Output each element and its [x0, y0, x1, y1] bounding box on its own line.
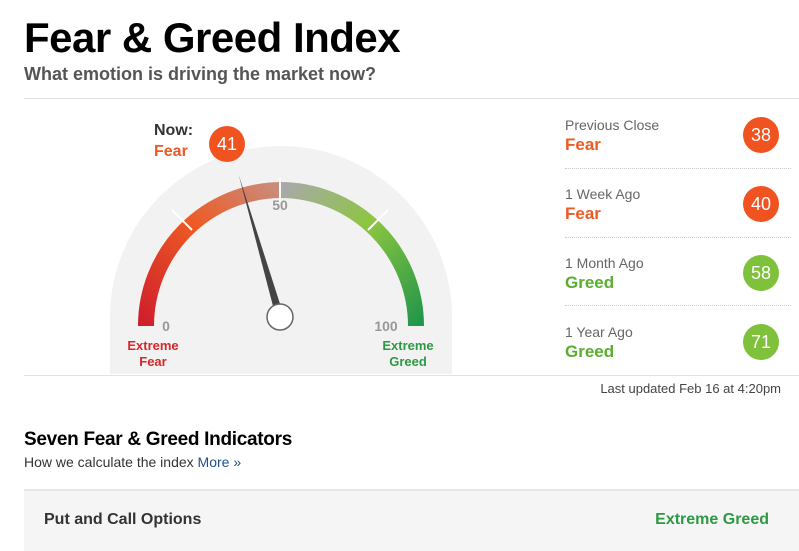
page-title: Fear & Greed Index: [24, 14, 401, 61]
indicator-label: Put and Call Options: [44, 511, 202, 528]
fear-greed-gauge: 0 50 100 Extreme Fear Extreme Greed: [108, 112, 458, 374]
indicator-row-put-call-options[interactable]: Put and Call Options Extreme Greed: [24, 489, 799, 551]
history-label: 1 Week Ago: [565, 186, 641, 202]
history-value-badge: 71: [743, 324, 779, 360]
gauge-arc-fear: [138, 182, 281, 327]
gauge-label-50: 50: [272, 197, 288, 213]
gauge-label-0: 0: [162, 318, 170, 334]
history-value-badge: 58: [743, 255, 779, 291]
gauge-tick-75: [367, 209, 389, 231]
indicators-title: Seven Fear & Greed Indicators: [24, 429, 292, 450]
history-divider: [565, 305, 791, 306]
history-value-badge: 40: [743, 186, 779, 222]
last-updated-text: Last updated Feb 16 at 4:20pm: [600, 381, 781, 396]
gauge-tick-25: [171, 209, 193, 231]
gauge-arc-greed: [279, 182, 424, 327]
history-previous-close: Previous Close Fear 38: [565, 117, 779, 183]
gauge-bottom-divider: [24, 375, 799, 376]
history-rating: Greed: [565, 342, 615, 361]
now-value-badge: 41: [209, 126, 245, 162]
now-label: Now:: [154, 122, 194, 139]
history-rating: Fear: [565, 135, 601, 154]
history-divider: [565, 168, 791, 169]
history-1-year-ago: 1 Year Ago Greed 71: [565, 324, 779, 390]
extreme-fear-caption-2: Fear: [139, 354, 166, 369]
gauge-needle: [238, 174, 284, 319]
history-divider: [565, 237, 791, 238]
history-value-badge: 38: [743, 117, 779, 153]
gauge-label-100: 100: [374, 318, 398, 334]
history-label: 1 Year Ago: [565, 324, 633, 340]
indicators-subtitle: How we calculate the index More »: [24, 454, 241, 470]
extreme-fear-caption-1: Extreme: [127, 338, 178, 353]
indicators-subtitle-text: How we calculate the index: [24, 454, 194, 470]
history-1-week-ago: 1 Week Ago Fear 40: [565, 186, 779, 252]
top-divider: [24, 98, 799, 99]
now-rating: Fear: [154, 143, 188, 160]
gauge-svg: 0 50 100 Extreme Fear Extreme Greed: [110, 146, 452, 374]
page-subtitle: What emotion is driving the market now?: [24, 64, 377, 84]
extreme-greed-caption-2: Greed: [389, 354, 427, 369]
history-rating: Fear: [565, 204, 601, 223]
history-label: 1 Month Ago: [565, 255, 644, 271]
gauge-background: [110, 146, 452, 374]
history-rating: Greed: [565, 273, 615, 292]
gauge-hub: [266, 303, 294, 331]
indicator-rating: Extreme Greed: [655, 511, 769, 528]
history-label: Previous Close: [565, 117, 660, 133]
extreme-greed-caption-1: Extreme: [382, 338, 433, 353]
more-link[interactable]: More »: [197, 454, 242, 470]
history-1-month-ago: 1 Month Ago Greed 58: [565, 255, 779, 321]
